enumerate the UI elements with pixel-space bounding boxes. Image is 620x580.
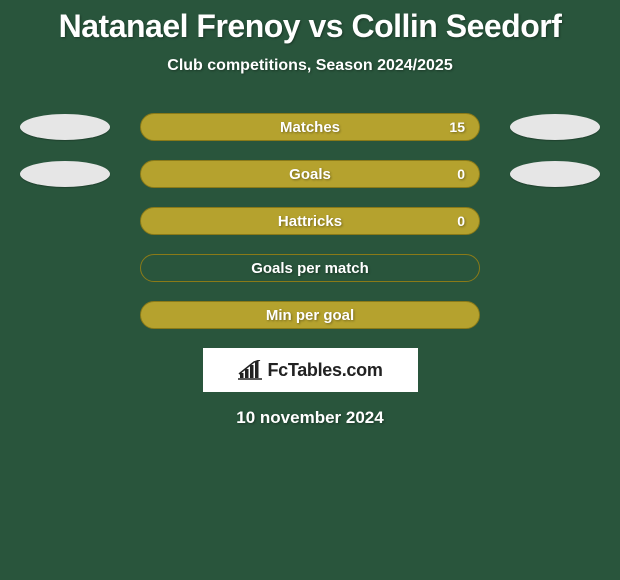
stat-label: Matches	[280, 119, 340, 136]
stat-value: 15	[449, 119, 465, 135]
stat-row: Min per goal	[0, 301, 620, 329]
stat-label: Min per goal	[266, 307, 354, 324]
stats-list: Matches 15 Goals 0 Hattricks 0 Goals per match…	[0, 113, 620, 329]
left-value-ellipse	[20, 161, 110, 187]
stat-label: Goals	[289, 166, 331, 183]
left-value-ellipse	[20, 114, 110, 140]
stat-value: 0	[457, 213, 465, 229]
stat-bar: Goals 0	[140, 160, 480, 188]
source-logo: FcTables.com	[203, 348, 418, 392]
page-title: Natanael Frenoy vs Collin Seedorf	[0, 8, 620, 45]
stat-row: Hattricks 0	[0, 207, 620, 235]
right-value-ellipse	[510, 114, 600, 140]
stat-row: Goals 0	[0, 160, 620, 188]
bar-chart-icon	[237, 360, 263, 380]
stat-bar: Goals per match	[140, 254, 480, 282]
stat-label: Goals per match	[251, 260, 369, 277]
subtitle: Club competitions, Season 2024/2025	[0, 57, 620, 75]
stat-row: Matches 15	[0, 113, 620, 141]
stat-label: Hattricks	[278, 213, 342, 230]
stat-row: Goals per match	[0, 254, 620, 282]
right-value-ellipse	[510, 161, 600, 187]
stat-bar: Hattricks 0	[140, 207, 480, 235]
date-label: 10 november 2024	[0, 408, 620, 428]
comparison-card: Natanael Frenoy vs Collin Seedorf Club c…	[0, 0, 620, 428]
stat-value: 0	[457, 166, 465, 182]
logo-text: FcTables.com	[267, 360, 382, 381]
stat-bar: Min per goal	[140, 301, 480, 329]
stat-bar: Matches 15	[140, 113, 480, 141]
